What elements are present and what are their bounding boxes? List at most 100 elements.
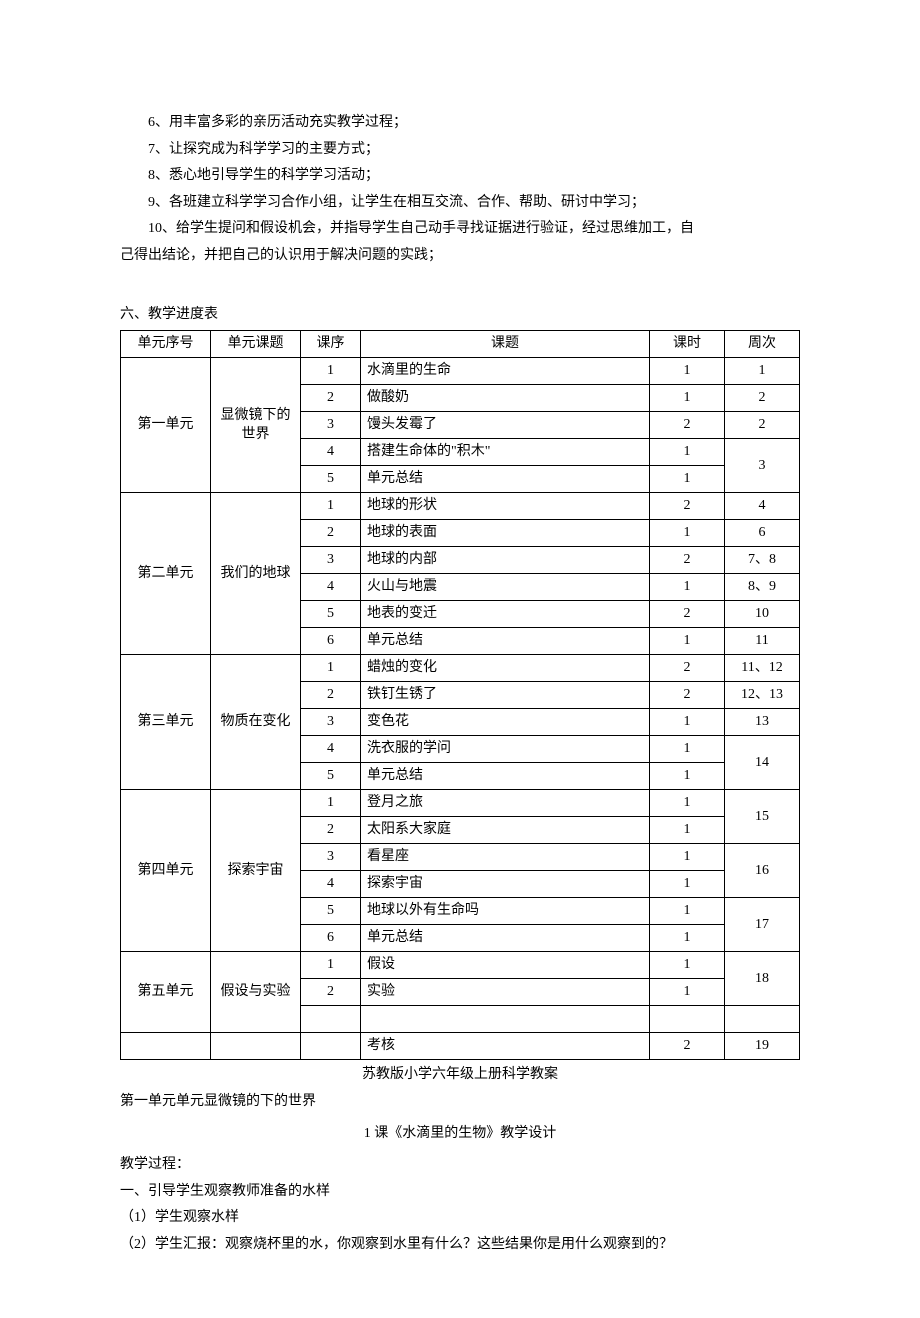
bullet-6: 6、用丰富多彩的亲历活动充实教学过程； <box>120 110 800 137</box>
unit-name-cell: 我们的地球 <box>211 493 301 655</box>
topic-cell: 单元总结 <box>361 466 650 493</box>
seq-cell: 3 <box>301 709 361 736</box>
hours-cell: 1 <box>650 520 725 547</box>
seq-cell: 2 <box>301 979 361 1006</box>
week-cell: 12、13 <box>725 682 800 709</box>
unit-intro: 第一单元单元显微镜的下的世界 <box>120 1089 800 1116</box>
hours-cell: 2 <box>650 655 725 682</box>
seq-cell: 2 <box>301 682 361 709</box>
seq-cell: 6 <box>301 925 361 952</box>
week-cell: 4 <box>725 493 800 520</box>
step-a: 一、引导学生观察教师准备的水样 <box>120 1179 800 1206</box>
lesson-title: 1 课《水滴里的生物》教学设计 <box>120 1121 800 1148</box>
hours-cell: 2 <box>650 412 725 439</box>
topic-cell: 考核 <box>361 1033 650 1060</box>
hours-cell: 1 <box>650 574 725 601</box>
week-cell: 3 <box>725 439 800 493</box>
unit-no-cell: 第五单元 <box>121 952 211 1033</box>
seq-cell <box>301 1006 361 1033</box>
step-1: （1）学生观察水样 <box>120 1205 800 1232</box>
seq-cell: 1 <box>301 493 361 520</box>
hours-cell: 2 <box>650 601 725 628</box>
week-cell: 18 <box>725 952 800 1006</box>
week-cell: 2 <box>725 412 800 439</box>
hours-cell: 1 <box>650 385 725 412</box>
topic-cell: 变色花 <box>361 709 650 736</box>
week-cell: 6 <box>725 520 800 547</box>
topic-cell: 搭建生命体的"积木" <box>361 439 650 466</box>
hours-cell: 1 <box>650 439 725 466</box>
topic-cell: 馒头发霉了 <box>361 412 650 439</box>
unit-name-cell: 显微镜下的世界 <box>211 358 301 493</box>
seq-cell: 3 <box>301 547 361 574</box>
hours-cell: 1 <box>650 736 725 763</box>
hours-cell: 2 <box>650 547 725 574</box>
week-cell: 2 <box>725 385 800 412</box>
table-row: 第二单元 我们的地球 1 地球的形状 2 4 <box>121 493 800 520</box>
week-cell: 13 <box>725 709 800 736</box>
seq-cell: 4 <box>301 574 361 601</box>
hours-cell: 1 <box>650 952 725 979</box>
topic-cell: 蜡烛的变化 <box>361 655 650 682</box>
seq-cell: 5 <box>301 898 361 925</box>
hours-cell: 1 <box>650 871 725 898</box>
hours-cell: 1 <box>650 466 725 493</box>
topic-cell: 水滴里的生命 <box>361 358 650 385</box>
week-cell <box>725 1006 800 1033</box>
hours-cell: 1 <box>650 628 725 655</box>
th-unit-name: 单元课题 <box>211 331 301 358</box>
seq-cell: 4 <box>301 871 361 898</box>
topic-cell: 登月之旅 <box>361 790 650 817</box>
unit-no-cell: 第二单元 <box>121 493 211 655</box>
bullet-10-cont: 己得出结论，并把自己的认识用于解决问题的实践； <box>120 243 800 270</box>
step-2: （2）学生汇报：观察烧杯里的水，你观察到水里有什么？这些结果你是用什么观察到的？ <box>120 1232 800 1259</box>
table-row: 第三单元 物质在变化 1 蜡烛的变化 2 11、12 <box>121 655 800 682</box>
topic-cell: 探索宇宙 <box>361 871 650 898</box>
table-row: 第四单元 探索宇宙 1 登月之旅 1 15 <box>121 790 800 817</box>
hours-cell: 2 <box>650 493 725 520</box>
table-row: 第五单元 假设与实验 1 假设 1 18 <box>121 952 800 979</box>
hours-cell: 1 <box>650 709 725 736</box>
week-cell: 11、12 <box>725 655 800 682</box>
topic-cell: 单元总结 <box>361 763 650 790</box>
topic-cell <box>361 1006 650 1033</box>
schedule-heading: 六、教学进度表 <box>120 302 800 329</box>
th-seq: 课序 <box>301 331 361 358</box>
unit-name-cell: 探索宇宙 <box>211 790 301 952</box>
schedule-table: 单元序号 单元课题 课序 课题 课时 周次 第一单元 显微镜下的世界 1 水滴里… <box>120 330 800 1060</box>
seq-cell: 5 <box>301 763 361 790</box>
seq-cell: 3 <box>301 412 361 439</box>
bullet-9: 9、各班建立科学学习合作小组，让学生在相互交流、合作、帮助、研讨中学习； <box>120 190 800 217</box>
process-label: 教学过程： <box>120 1152 800 1179</box>
topic-cell: 地球的内部 <box>361 547 650 574</box>
unit-no-cell: 第一单元 <box>121 358 211 493</box>
th-unit-no: 单元序号 <box>121 331 211 358</box>
topic-cell: 单元总结 <box>361 925 650 952</box>
table-row: 考核 2 19 <box>121 1033 800 1060</box>
topic-cell: 看星座 <box>361 844 650 871</box>
hours-cell: 1 <box>650 898 725 925</box>
seq-cell <box>301 1033 361 1060</box>
topic-cell: 做酸奶 <box>361 385 650 412</box>
footer-title: 苏教版小学六年级上册科学教案 <box>120 1062 800 1089</box>
seq-cell: 6 <box>301 628 361 655</box>
week-cell: 17 <box>725 898 800 952</box>
seq-cell: 1 <box>301 655 361 682</box>
hours-cell: 1 <box>650 925 725 952</box>
unit-name-cell: 物质在变化 <box>211 655 301 790</box>
hours-cell: 1 <box>650 844 725 871</box>
week-cell: 16 <box>725 844 800 898</box>
table-row: 第一单元 显微镜下的世界 1 水滴里的生命 1 1 <box>121 358 800 385</box>
week-cell: 14 <box>725 736 800 790</box>
th-topic: 课题 <box>361 331 650 358</box>
bullet-10: 10、给学生提问和假设机会，并指导学生自己动手寻找证据进行验证，经过思维加工，自 <box>120 216 800 243</box>
bullet-8: 8、悉心地引导学生的科学学习活动； <box>120 163 800 190</box>
table-header-row: 单元序号 单元课题 课序 课题 课时 周次 <box>121 331 800 358</box>
hours-cell: 1 <box>650 763 725 790</box>
hours-cell <box>650 1006 725 1033</box>
unit-name-cell <box>211 1033 301 1060</box>
seq-cell: 5 <box>301 466 361 493</box>
week-cell: 11 <box>725 628 800 655</box>
bullet-7: 7、让探究成为科学学习的主要方式； <box>120 137 800 164</box>
topic-cell: 实验 <box>361 979 650 1006</box>
